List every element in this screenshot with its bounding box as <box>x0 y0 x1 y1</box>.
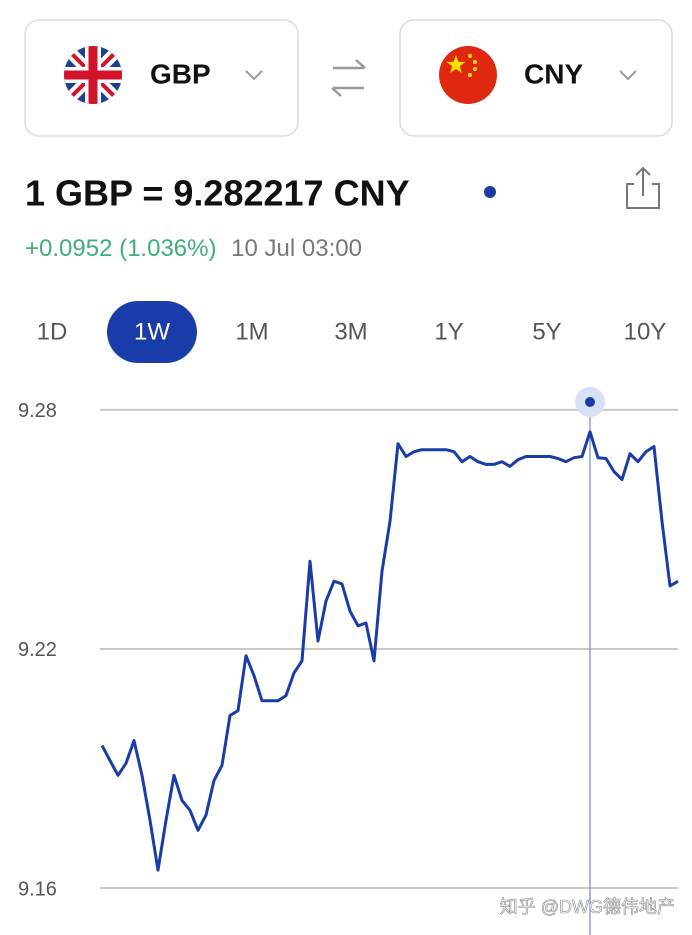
range-tab[interactable]: 10Y <box>624 318 667 345</box>
y-tick-label: 9.22 <box>18 639 57 661</box>
from-currency-selector[interactable]: GBP <box>24 19 299 137</box>
live-dot <box>484 186 496 198</box>
selected-tab-pill[interactable] <box>107 301 197 363</box>
y-tick-label: 9.28 <box>18 400 57 422</box>
chart: 9.28 9.22 9.16 <box>18 387 679 935</box>
share-button[interactable] <box>626 166 660 209</box>
to-currency-selector[interactable]: CNY <box>399 19 673 137</box>
chevron <box>245 70 263 81</box>
change: +0.0952 (1.036%) <box>25 235 216 262</box>
chevron <box>619 70 637 81</box>
china-flag <box>439 46 497 104</box>
watermark: 知乎 @DWG德伟地产 <box>500 897 675 917</box>
range-tabs: 1D 1W 1M 3M 1Y 5Y 10Y <box>37 301 667 363</box>
range-tab[interactable]: 3M <box>334 318 367 345</box>
range-tab[interactable]: 1W <box>134 318 170 345</box>
currency-code: GBP <box>150 58 211 89</box>
range-tab[interactable]: 1M <box>235 318 268 345</box>
price-line <box>100 430 679 872</box>
uk-flag <box>64 46 122 104</box>
current-dot <box>585 397 595 407</box>
range-tab[interactable]: 1D <box>37 318 68 345</box>
change-line: +0.0952 (1.036%) 10 Jul 03:00 <box>25 235 362 262</box>
exchange-rate: 1 GBP = 9.282217 CNY <box>25 173 410 214</box>
currency-code: CNY <box>524 58 583 89</box>
range-tab[interactable]: 1Y <box>434 318 463 345</box>
y-tick-label: 9.16 <box>18 878 57 900</box>
timestamp: 10 Jul 03:00 <box>231 235 362 262</box>
swap-button[interactable] <box>331 59 366 97</box>
range-tab[interactable]: 5Y <box>532 318 561 345</box>
